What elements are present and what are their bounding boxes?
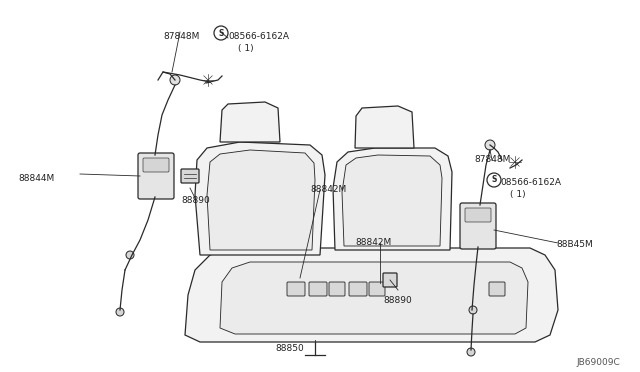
FancyBboxPatch shape (369, 282, 385, 296)
Text: S: S (218, 29, 224, 38)
Circle shape (469, 306, 477, 314)
Text: 88844M: 88844M (18, 174, 54, 183)
Circle shape (126, 251, 134, 259)
Text: 88B45M: 88B45M (556, 240, 593, 249)
Polygon shape (195, 142, 325, 255)
FancyBboxPatch shape (181, 169, 199, 183)
Polygon shape (207, 150, 315, 250)
Polygon shape (333, 148, 452, 250)
Text: JB69009C: JB69009C (576, 358, 620, 367)
Text: 08566-6162A: 08566-6162A (500, 178, 561, 187)
Text: ( 1): ( 1) (510, 190, 525, 199)
Circle shape (467, 348, 475, 356)
FancyBboxPatch shape (465, 208, 491, 222)
FancyBboxPatch shape (460, 203, 496, 249)
Text: 88890: 88890 (383, 296, 412, 305)
Polygon shape (185, 248, 558, 342)
FancyBboxPatch shape (143, 158, 169, 172)
Text: 88842M: 88842M (355, 238, 391, 247)
Text: 88850: 88850 (276, 344, 305, 353)
Text: 88842M: 88842M (310, 185, 346, 194)
Text: ( 1): ( 1) (238, 44, 253, 53)
FancyBboxPatch shape (329, 282, 345, 296)
Polygon shape (220, 262, 528, 334)
Text: 87848M: 87848M (163, 32, 200, 41)
Text: S: S (492, 176, 497, 185)
Polygon shape (355, 106, 414, 148)
Circle shape (116, 308, 124, 316)
Text: 88890: 88890 (182, 196, 211, 205)
Circle shape (487, 173, 501, 187)
Polygon shape (342, 155, 442, 246)
Text: 87848M: 87848M (474, 155, 510, 164)
Polygon shape (220, 102, 280, 142)
Circle shape (170, 75, 180, 85)
Text: 08566-6162A: 08566-6162A (228, 32, 289, 41)
Circle shape (214, 26, 228, 40)
FancyBboxPatch shape (138, 153, 174, 199)
FancyBboxPatch shape (489, 282, 505, 296)
Circle shape (485, 140, 495, 150)
FancyBboxPatch shape (349, 282, 367, 296)
FancyBboxPatch shape (309, 282, 327, 296)
FancyBboxPatch shape (383, 273, 397, 287)
FancyBboxPatch shape (287, 282, 305, 296)
